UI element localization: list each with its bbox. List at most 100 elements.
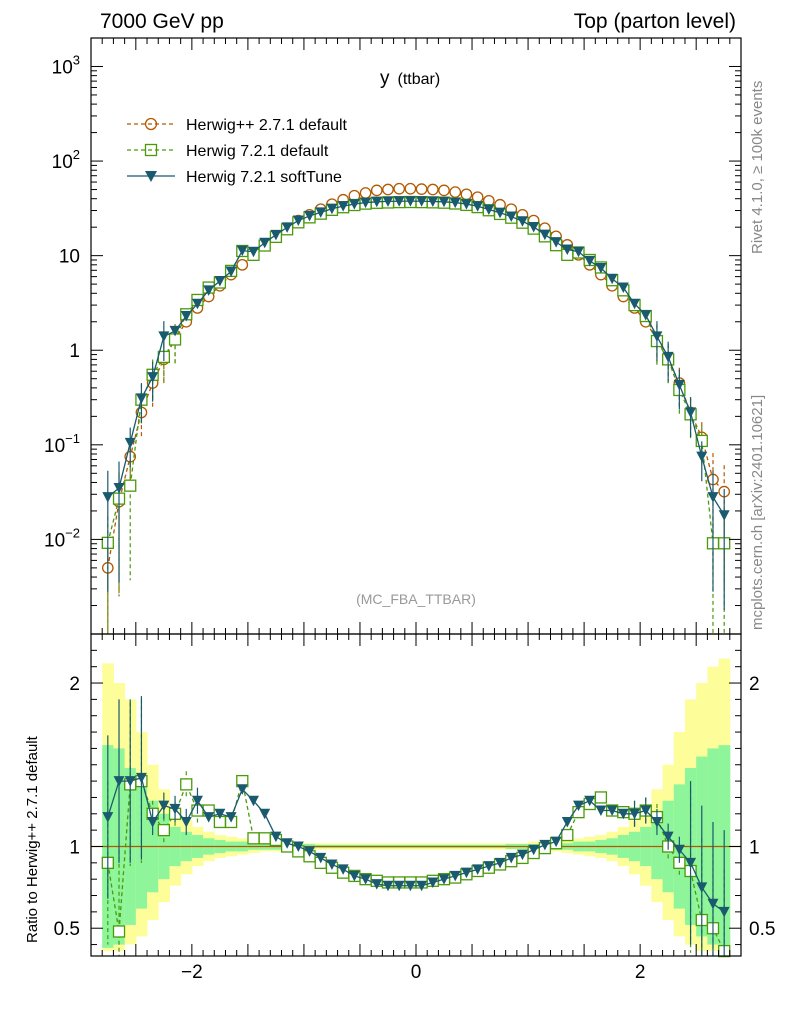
- ratio-point: [248, 795, 259, 807]
- legend-label-h7-softtune: Herwig 7.2.1 softTune: [186, 169, 342, 186]
- data-point: [516, 216, 528, 227]
- legend-label-h7-default: Herwig 7.2.1 default: [186, 143, 329, 160]
- ratio-y-axis-label: Ratio to Herwig++ 2.7.1 default: [24, 735, 41, 943]
- y-tick-label: 1: [69, 341, 80, 362]
- data-point: [718, 510, 730, 521]
- ratio-point: [326, 859, 338, 870]
- ratio-series-1: [102, 696, 730, 956]
- x-tick-label: −2: [181, 962, 203, 983]
- data-point: [550, 237, 562, 248]
- ratio-point: [472, 864, 484, 875]
- ratio-point: [427, 877, 439, 888]
- data-point: [359, 187, 372, 199]
- ratio-point: [449, 870, 461, 882]
- data-point: [449, 186, 462, 198]
- data-point: [404, 182, 417, 195]
- data-point: [225, 266, 237, 277]
- ratio-point: [102, 812, 114, 823]
- data-point: [404, 196, 416, 207]
- ratio-point: [180, 816, 192, 828]
- x-tick-label: 0: [411, 962, 422, 983]
- data-point: [326, 203, 338, 215]
- mcplots-label: mcplots.cern.ch [arXiv:2401.10621]: [749, 395, 766, 630]
- data-point: [370, 184, 383, 197]
- legend-square-marker: [144, 143, 158, 157]
- data-point: [629, 298, 641, 310]
- data-point: [281, 222, 293, 233]
- data-point: [707, 492, 719, 503]
- y-tick-label: 103: [52, 52, 80, 78]
- ratio-point: [516, 849, 528, 861]
- legend-label-herwigpp: Herwig++ 2.7.1 default: [186, 117, 348, 134]
- ratio-point: [304, 846, 316, 857]
- data-point: [483, 204, 495, 215]
- data-point: [584, 255, 596, 267]
- data-point: [528, 221, 540, 233]
- legend-h7-default: Herwig 7.2.1 default: [127, 143, 329, 160]
- ratio-point: [225, 812, 237, 823]
- ratio-point: [191, 795, 203, 807]
- data-point: [472, 201, 484, 212]
- data-point: [180, 311, 192, 322]
- data-point: [685, 407, 697, 418]
- data-point: [169, 325, 181, 337]
- data-point: [360, 197, 372, 209]
- ratio-tick-label-right: 0.5: [749, 919, 775, 940]
- ratio-tick-label-left: 0.5: [54, 919, 80, 940]
- data-point: [124, 437, 136, 449]
- ratio-point: [382, 880, 394, 892]
- legend-herwigpp: Herwig++ 2.7.1 default: [127, 117, 348, 134]
- ratio-plot-series: [91, 696, 741, 958]
- ratio-point: [180, 778, 193, 791]
- data-point: [651, 331, 663, 342]
- ratio-point: [539, 839, 551, 851]
- data-point: [561, 244, 573, 256]
- ratio-point: [629, 808, 641, 820]
- ratio-point: [651, 816, 663, 828]
- legend-triangle-marker: [145, 171, 157, 182]
- ratio-point: [258, 832, 271, 845]
- legend-h7-softtune: Herwig 7.2.1 softTune: [127, 169, 342, 186]
- energy-title: 7000 GeV pp: [100, 10, 224, 33]
- ratio-point: [247, 832, 260, 845]
- data-point: [393, 196, 405, 207]
- data-point: [248, 246, 259, 258]
- ratio-point: [315, 852, 327, 864]
- ratio-point: [595, 805, 607, 817]
- ratio-point: [360, 874, 372, 885]
- ratio-point: [438, 874, 450, 885]
- data-point: [416, 196, 428, 207]
- data-point: [124, 479, 137, 492]
- legend: Herwig++ 2.7.1 default Herwig 7.2.1 defa…: [127, 117, 348, 186]
- data-point: [415, 183, 428, 195]
- ratio-point: [157, 823, 170, 837]
- data-point: [236, 245, 248, 257]
- data-point: [606, 273, 618, 285]
- data-point: [438, 196, 450, 208]
- ratio-point: [203, 812, 215, 823]
- ratio-point: [561, 816, 573, 828]
- ratio-frame: [90, 633, 742, 957]
- data-point: [382, 183, 394, 196]
- ratio-point: [662, 831, 674, 843]
- ratio-point: [404, 880, 416, 892]
- data-point: [617, 282, 629, 294]
- series-0: [101, 182, 731, 634]
- data-point: [102, 492, 114, 503]
- ratio-tick-label-left: 1: [69, 837, 80, 858]
- data-point: [494, 207, 506, 219]
- data-point: [505, 211, 517, 223]
- data-point: [304, 210, 316, 222]
- data-point: [573, 246, 584, 258]
- process-title: Top (parton level): [574, 10, 736, 33]
- y-tick-label: 10−1: [44, 431, 80, 457]
- series-line: [107, 200, 725, 516]
- main-plot-series: [101, 182, 731, 634]
- data-point: [259, 237, 271, 249]
- ratio-point: [259, 808, 271, 820]
- data-point: [471, 191, 484, 204]
- ratio-point: [561, 828, 574, 842]
- data-point: [393, 182, 406, 195]
- ratio-point: [214, 808, 226, 820]
